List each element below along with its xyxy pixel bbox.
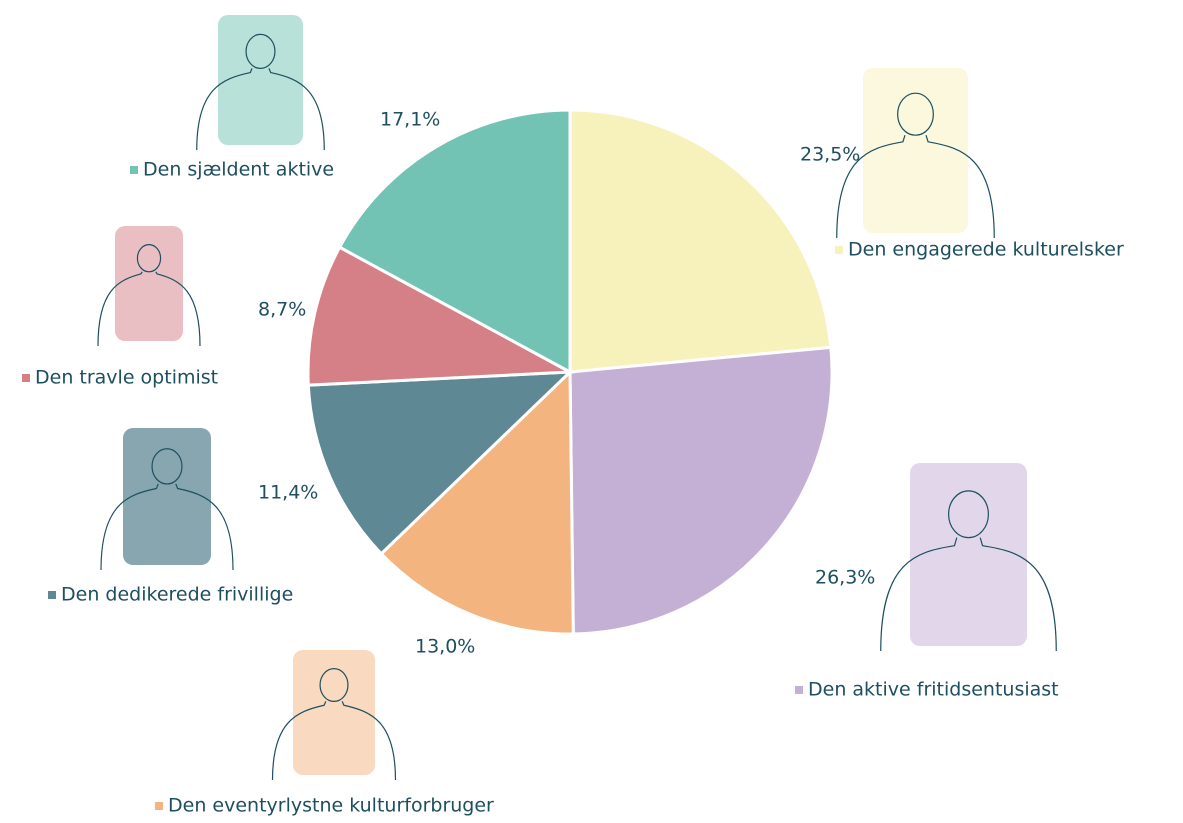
value-label: 8,7% <box>258 299 306 321</box>
pie-slice <box>306 245 576 387</box>
illustration-background <box>863 68 968 233</box>
illustration-background <box>910 463 1027 646</box>
illustration-background <box>123 428 211 565</box>
illustration-body <box>836 135 995 239</box>
legend-label: Den aktive fritidsentusiast <box>808 679 1059 701</box>
illustration-head <box>897 92 934 136</box>
illustration-body <box>196 68 325 151</box>
illustration-background <box>115 226 183 341</box>
legend-label: Den eventyrlystne kulturforbruger <box>168 795 494 817</box>
illustration <box>880 463 1057 652</box>
illustration <box>271 650 397 781</box>
illustration-body <box>271 701 397 781</box>
illustration-body <box>880 537 1057 652</box>
legend-swatch <box>48 591 56 599</box>
illustration-body <box>97 271 201 347</box>
pie-slice <box>337 108 572 375</box>
illustration-head <box>319 667 349 702</box>
legend-label: Den sjældent aktive <box>143 159 334 181</box>
illustration <box>196 15 325 151</box>
illustration-head <box>245 33 276 70</box>
legend-label: Den travle optimist <box>35 367 218 389</box>
legend-swatch <box>835 246 843 254</box>
legend-swatch <box>22 374 30 382</box>
value-label: 26,3% <box>815 567 875 589</box>
legend-swatch <box>795 686 803 694</box>
illustration-background <box>218 15 303 145</box>
legend-swatch <box>130 166 138 174</box>
value-label: 11,4% <box>258 482 318 504</box>
illustration-head <box>136 244 162 273</box>
illustration <box>836 68 995 239</box>
illustration-head <box>151 448 183 485</box>
value-label: 23,5% <box>800 144 860 166</box>
illustration-background <box>293 650 375 775</box>
pie-slice <box>568 345 834 636</box>
pie-slice <box>306 370 574 556</box>
value-label: 17,1% <box>380 109 440 131</box>
legend-label: Den dedikerede frivillige <box>61 584 293 606</box>
legend-swatch <box>155 802 163 810</box>
illustration-head <box>948 490 989 539</box>
illustration <box>100 428 234 571</box>
illustration-body <box>100 483 234 571</box>
pie-slice <box>379 368 575 636</box>
value-label: 13,0% <box>415 636 475 658</box>
pie-slice <box>568 108 833 374</box>
illustration <box>97 226 201 347</box>
legend-label: Den engagerede kulturelsker <box>848 239 1124 261</box>
